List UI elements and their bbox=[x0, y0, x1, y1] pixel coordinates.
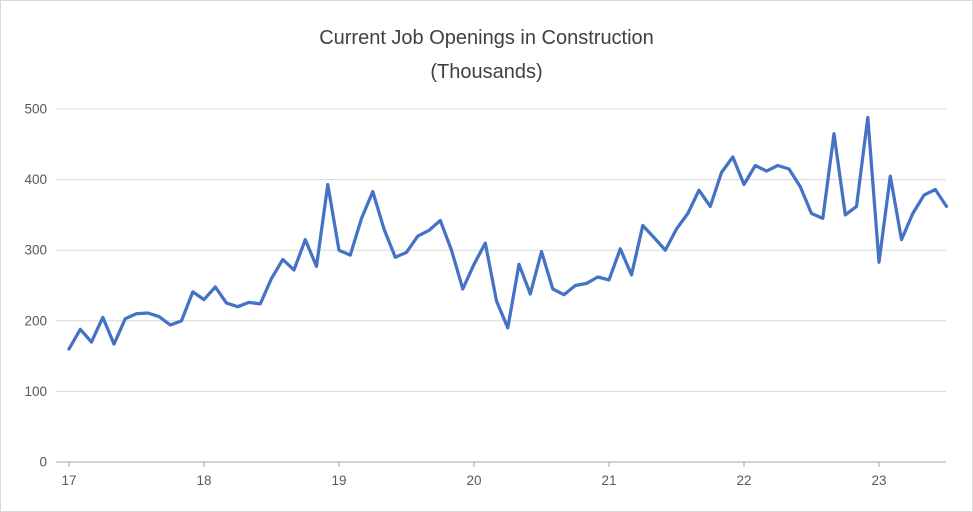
y-axis-tick-label: 400 bbox=[24, 172, 47, 187]
x-axis-tick-label: 20 bbox=[466, 473, 481, 488]
y-axis-tick-label: 200 bbox=[24, 313, 47, 328]
chart-title-line2: (Thousands) bbox=[430, 61, 543, 83]
x-axis-tick-label: 17 bbox=[61, 473, 76, 488]
x-axis-tick-label: 22 bbox=[736, 473, 751, 488]
chart-title-line1: Current Job Openings in Construction bbox=[319, 27, 654, 49]
x-axis-tick-label: 18 bbox=[196, 473, 211, 488]
x-axis-tick-label: 21 bbox=[601, 473, 616, 488]
y-axis-tick-label: 100 bbox=[24, 384, 47, 399]
x-axis-tick-label: 23 bbox=[871, 473, 886, 488]
chart-title: Current Job Openings in Construction (Th… bbox=[1, 21, 972, 89]
y-axis-tick-label: 0 bbox=[39, 455, 47, 470]
y-axis-tick-label: 300 bbox=[24, 243, 47, 258]
y-axis-tick-label: 500 bbox=[24, 102, 47, 117]
data-series-line bbox=[67, 115, 949, 351]
x-axis-tick-label: 19 bbox=[331, 473, 346, 488]
